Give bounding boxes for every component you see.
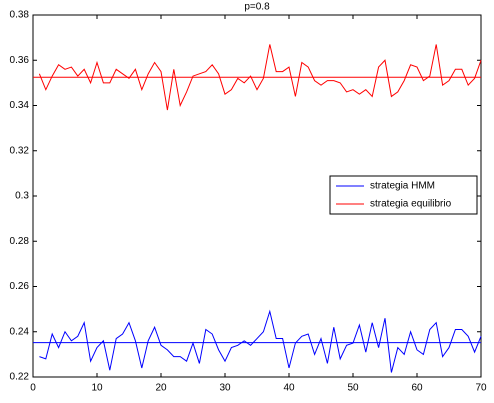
x-tick-label: 50: [347, 383, 359, 394]
x-tick-label: 10: [91, 383, 103, 394]
y-tick-label: 0.34: [10, 100, 30, 111]
legend: [329, 175, 478, 215]
x-tick-label: 20: [155, 383, 167, 394]
x-tick-label: 60: [411, 383, 423, 394]
y-tick-label: 0.28: [10, 236, 30, 247]
y-tick-label: 0.24: [10, 326, 30, 337]
y-tick-label: 0.26: [10, 281, 30, 292]
chart-title: p=0.8: [244, 2, 270, 13]
x-tick-label: 70: [475, 383, 487, 394]
y-tick-label: 0.38: [10, 10, 30, 21]
y-tick-label: 0.32: [10, 145, 30, 156]
x-tick-label: 40: [283, 383, 295, 394]
y-tick-label: 0.3: [15, 191, 29, 202]
y-tick-label: 0.22: [10, 372, 30, 383]
legend-label: strategia equilibrio: [370, 199, 452, 210]
x-tick-label: 0: [30, 383, 36, 394]
series-line: [38, 44, 482, 111]
y-tick-label: 0.36: [10, 55, 30, 66]
x-tick-label: 30: [219, 383, 231, 394]
legend-label: strategia HMM: [370, 181, 435, 192]
